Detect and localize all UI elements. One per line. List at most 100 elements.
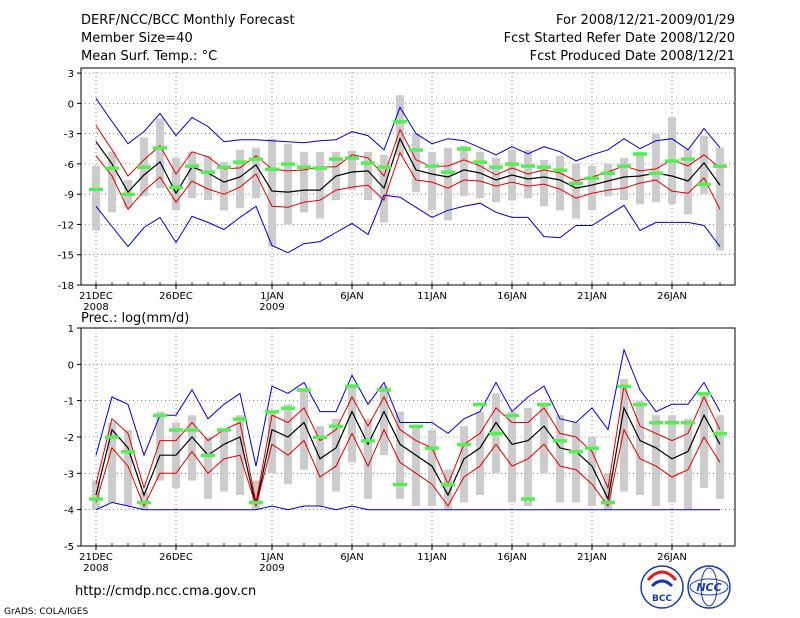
member-marker (201, 170, 215, 174)
x-tick-label: 11JAN (417, 291, 447, 302)
spread-box (476, 411, 484, 496)
spread-box (684, 149, 692, 215)
member-marker (665, 159, 679, 163)
member-size-label: Member Size=40 (81, 31, 193, 46)
forecast-produced-label: Fcst Produced Date 2008/12/21 (530, 49, 735, 64)
spread-box (252, 480, 260, 510)
member-marker (313, 166, 327, 170)
x-tick-label: 26JAN (657, 291, 687, 302)
ncc-logo-text: NCC (696, 581, 721, 594)
spread-box (588, 165, 596, 211)
member-marker (505, 413, 519, 418)
spread-box (236, 149, 244, 209)
x-tick-label: 21JAN (577, 291, 607, 302)
mean-series-line (95, 405, 721, 507)
member-marker (457, 442, 471, 447)
member-marker (601, 171, 615, 175)
member-marker (553, 439, 567, 443)
member-marker (393, 119, 407, 124)
member-marker (345, 156, 359, 160)
member-marker (249, 157, 263, 161)
spread-box (92, 480, 100, 510)
member-marker (185, 164, 199, 168)
member-marker (217, 428, 231, 432)
member-marker (297, 388, 311, 392)
spread-box (476, 151, 484, 199)
ncc-logo: NCC (687, 565, 731, 609)
x-tick-year-label: 2008 (83, 563, 108, 574)
spread-box (108, 422, 116, 503)
y-tick-label: 0 (68, 99, 74, 110)
spread-box (284, 404, 292, 485)
spread-box (140, 491, 148, 510)
source-url[interactable]: http://cmdp.ncc.cma.gov.cn (75, 584, 256, 599)
spread-box (300, 389, 308, 470)
x-tick-label: 11JAN (417, 552, 447, 563)
y-tick-label: 3 (68, 69, 74, 80)
member-marker (633, 152, 647, 156)
member-marker (329, 424, 343, 429)
member-marker (105, 166, 119, 170)
spread-box (92, 165, 100, 231)
spread-box (204, 155, 212, 201)
member-marker (233, 417, 247, 421)
spread-box (444, 147, 452, 221)
member-marker (137, 165, 151, 169)
max-series-line (95, 98, 721, 162)
spread-box (108, 151, 116, 213)
y-tick-label: -1 (64, 397, 74, 408)
member-marker (601, 500, 615, 505)
x-tick-label: 21DEC (79, 552, 113, 563)
x-tick-label: 16JAN (497, 291, 527, 302)
min-series-line (95, 194, 721, 254)
spread-box (604, 473, 612, 510)
spread-box (188, 415, 196, 481)
member-marker (697, 391, 711, 396)
spread-box (124, 429, 132, 507)
spread-box (460, 145, 468, 197)
plot-frame (80, 67, 736, 286)
spread-box (604, 163, 612, 197)
spread-box (188, 151, 196, 199)
member-marker (585, 176, 599, 181)
spread-box (588, 437, 596, 507)
spread-box (636, 151, 644, 205)
member-marker (121, 450, 135, 454)
x-tick-label: 21JAN (577, 552, 607, 563)
spread-box (460, 426, 468, 503)
member-marker (681, 157, 695, 161)
mean-series-line (95, 137, 721, 195)
spread-box (444, 469, 452, 510)
spread-box (268, 411, 276, 474)
spread-box (572, 163, 580, 219)
member-marker (649, 420, 663, 425)
member-marker (153, 146, 167, 150)
member-marker (121, 192, 135, 197)
spread-box (428, 429, 436, 507)
spread-box (556, 155, 564, 211)
member-marker (393, 482, 407, 487)
precip-panel-title: Prec.: log(mm/d) (81, 311, 189, 326)
x-tick-label: 26JAN (657, 552, 687, 563)
member-marker (153, 413, 167, 418)
member-marker (105, 435, 119, 439)
member-marker (665, 420, 679, 425)
member-marker (537, 165, 551, 169)
spread-box (572, 422, 580, 503)
member-marker (713, 431, 727, 436)
y-tick-label: -5 (64, 542, 74, 553)
upper-series-line (95, 125, 721, 182)
x-tick-label: 26DEC (159, 291, 193, 302)
spread-box (412, 426, 420, 507)
y-tick-label: -9 (64, 190, 74, 201)
member-marker (329, 157, 343, 161)
member-marker (649, 171, 663, 175)
spread-box (652, 415, 660, 507)
member-marker (441, 170, 455, 174)
member-marker (569, 450, 583, 454)
spread-box (156, 118, 164, 189)
x-tick-label: 1JAN (260, 552, 283, 563)
lower-series-line (95, 151, 721, 211)
